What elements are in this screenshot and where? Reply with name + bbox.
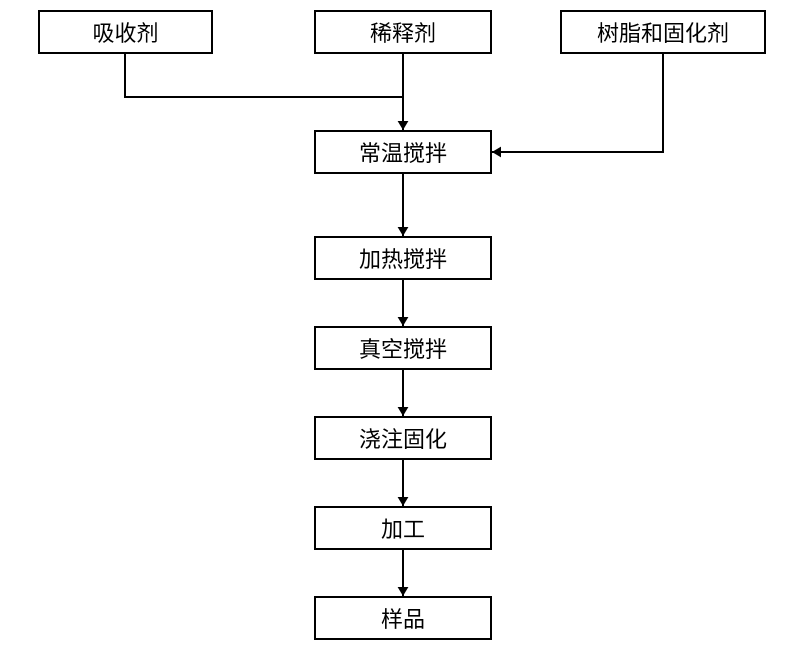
node-label: 真空搅拌 (359, 332, 447, 364)
flowchart-canvas: 吸收剂 稀释剂 树脂和固化剂常温搅拌加热搅拌真空搅拌浇注固化加工样品 (0, 0, 800, 672)
node-label: 吸收剂 (92, 16, 158, 48)
node-absorbent: 吸收剂 (38, 10, 213, 54)
node-mix_heat: 加热搅拌 (314, 236, 492, 280)
node-cast_cure: 浇注固化 (314, 416, 492, 460)
node-sample: 样品 (314, 596, 492, 640)
node-mix_vac: 真空搅拌 (314, 326, 492, 370)
node-label: 加热搅拌 (359, 242, 447, 274)
node-machine: 加工 (314, 506, 492, 550)
node-mix_rt: 常温搅拌 (314, 130, 492, 174)
node-label: 树脂和固化剂 (597, 16, 729, 48)
node-label: 常温搅拌 (359, 136, 447, 168)
node-resin: 树脂和固化剂 (560, 10, 766, 54)
node-label: 样品 (381, 602, 425, 634)
node-label: 稀释剂 (370, 16, 436, 48)
node-label: 浇注固化 (359, 422, 447, 454)
node-label: 加工 (381, 512, 425, 544)
node-diluent: 稀释剂 (314, 10, 492, 54)
